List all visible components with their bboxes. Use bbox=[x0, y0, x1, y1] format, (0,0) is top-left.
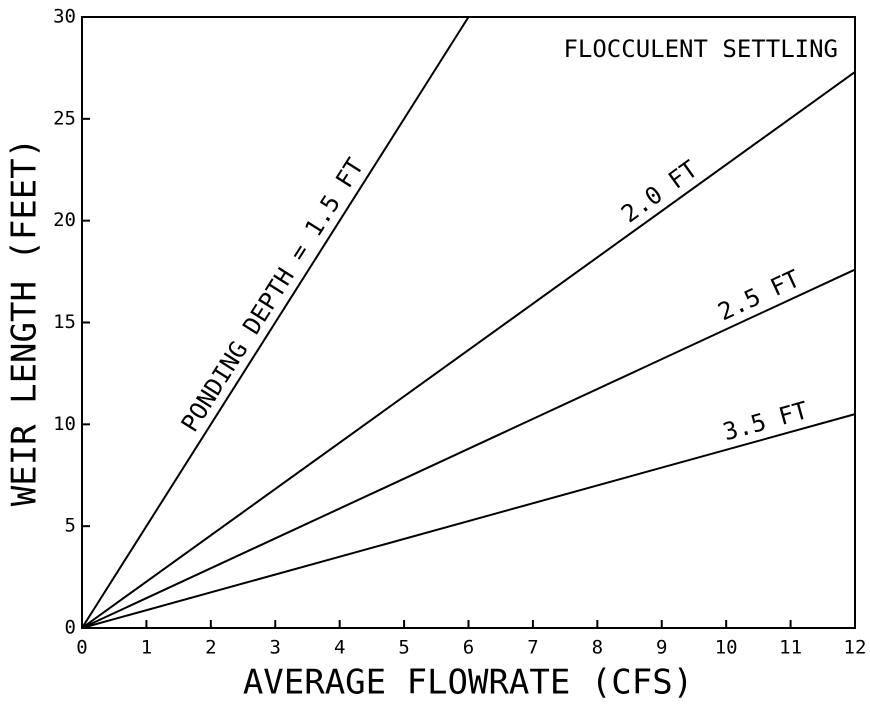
y-tick-label: 30 bbox=[53, 6, 76, 28]
y-tick-label: 0 bbox=[65, 617, 76, 639]
annotation: FLOCCULENT SETTLING bbox=[563, 35, 838, 63]
x-tick-label: 5 bbox=[398, 637, 409, 659]
y-tick-label: 5 bbox=[65, 515, 76, 537]
x-tick-label: 6 bbox=[463, 637, 474, 659]
x-tick-label: 9 bbox=[656, 637, 667, 659]
series-line bbox=[81, 71, 856, 629]
x-tick-label: 11 bbox=[779, 637, 802, 659]
y-tick-label: 20 bbox=[53, 209, 76, 231]
x-tick-label: 10 bbox=[715, 637, 738, 659]
x-tick-label: 3 bbox=[270, 637, 281, 659]
x-tick-label: 8 bbox=[592, 637, 603, 659]
x-tick-label: 4 bbox=[334, 637, 345, 659]
y-tick-label: 10 bbox=[53, 413, 76, 435]
x-axis-label: AVERAGE FLOWRATE (CFS) bbox=[243, 663, 693, 703]
series-line bbox=[81, 413, 856, 629]
series-line bbox=[81, 268, 856, 629]
x-tick-label: 12 bbox=[844, 637, 867, 659]
series-line bbox=[81, 16, 470, 629]
x-tick-label: 1 bbox=[141, 637, 152, 659]
x-tick-label: 7 bbox=[527, 637, 538, 659]
series-label: 2.5 FT bbox=[714, 264, 804, 326]
x-tick-label: 2 bbox=[205, 637, 216, 659]
y-tick-label: 25 bbox=[53, 107, 76, 129]
series-label: PONDING DEPTH = 1.5 FT bbox=[176, 153, 370, 437]
y-axis-label: WEIR LENGTH (FEET) bbox=[5, 138, 45, 506]
x-tick-label: 0 bbox=[76, 637, 87, 659]
y-tick-label: 15 bbox=[53, 311, 76, 333]
